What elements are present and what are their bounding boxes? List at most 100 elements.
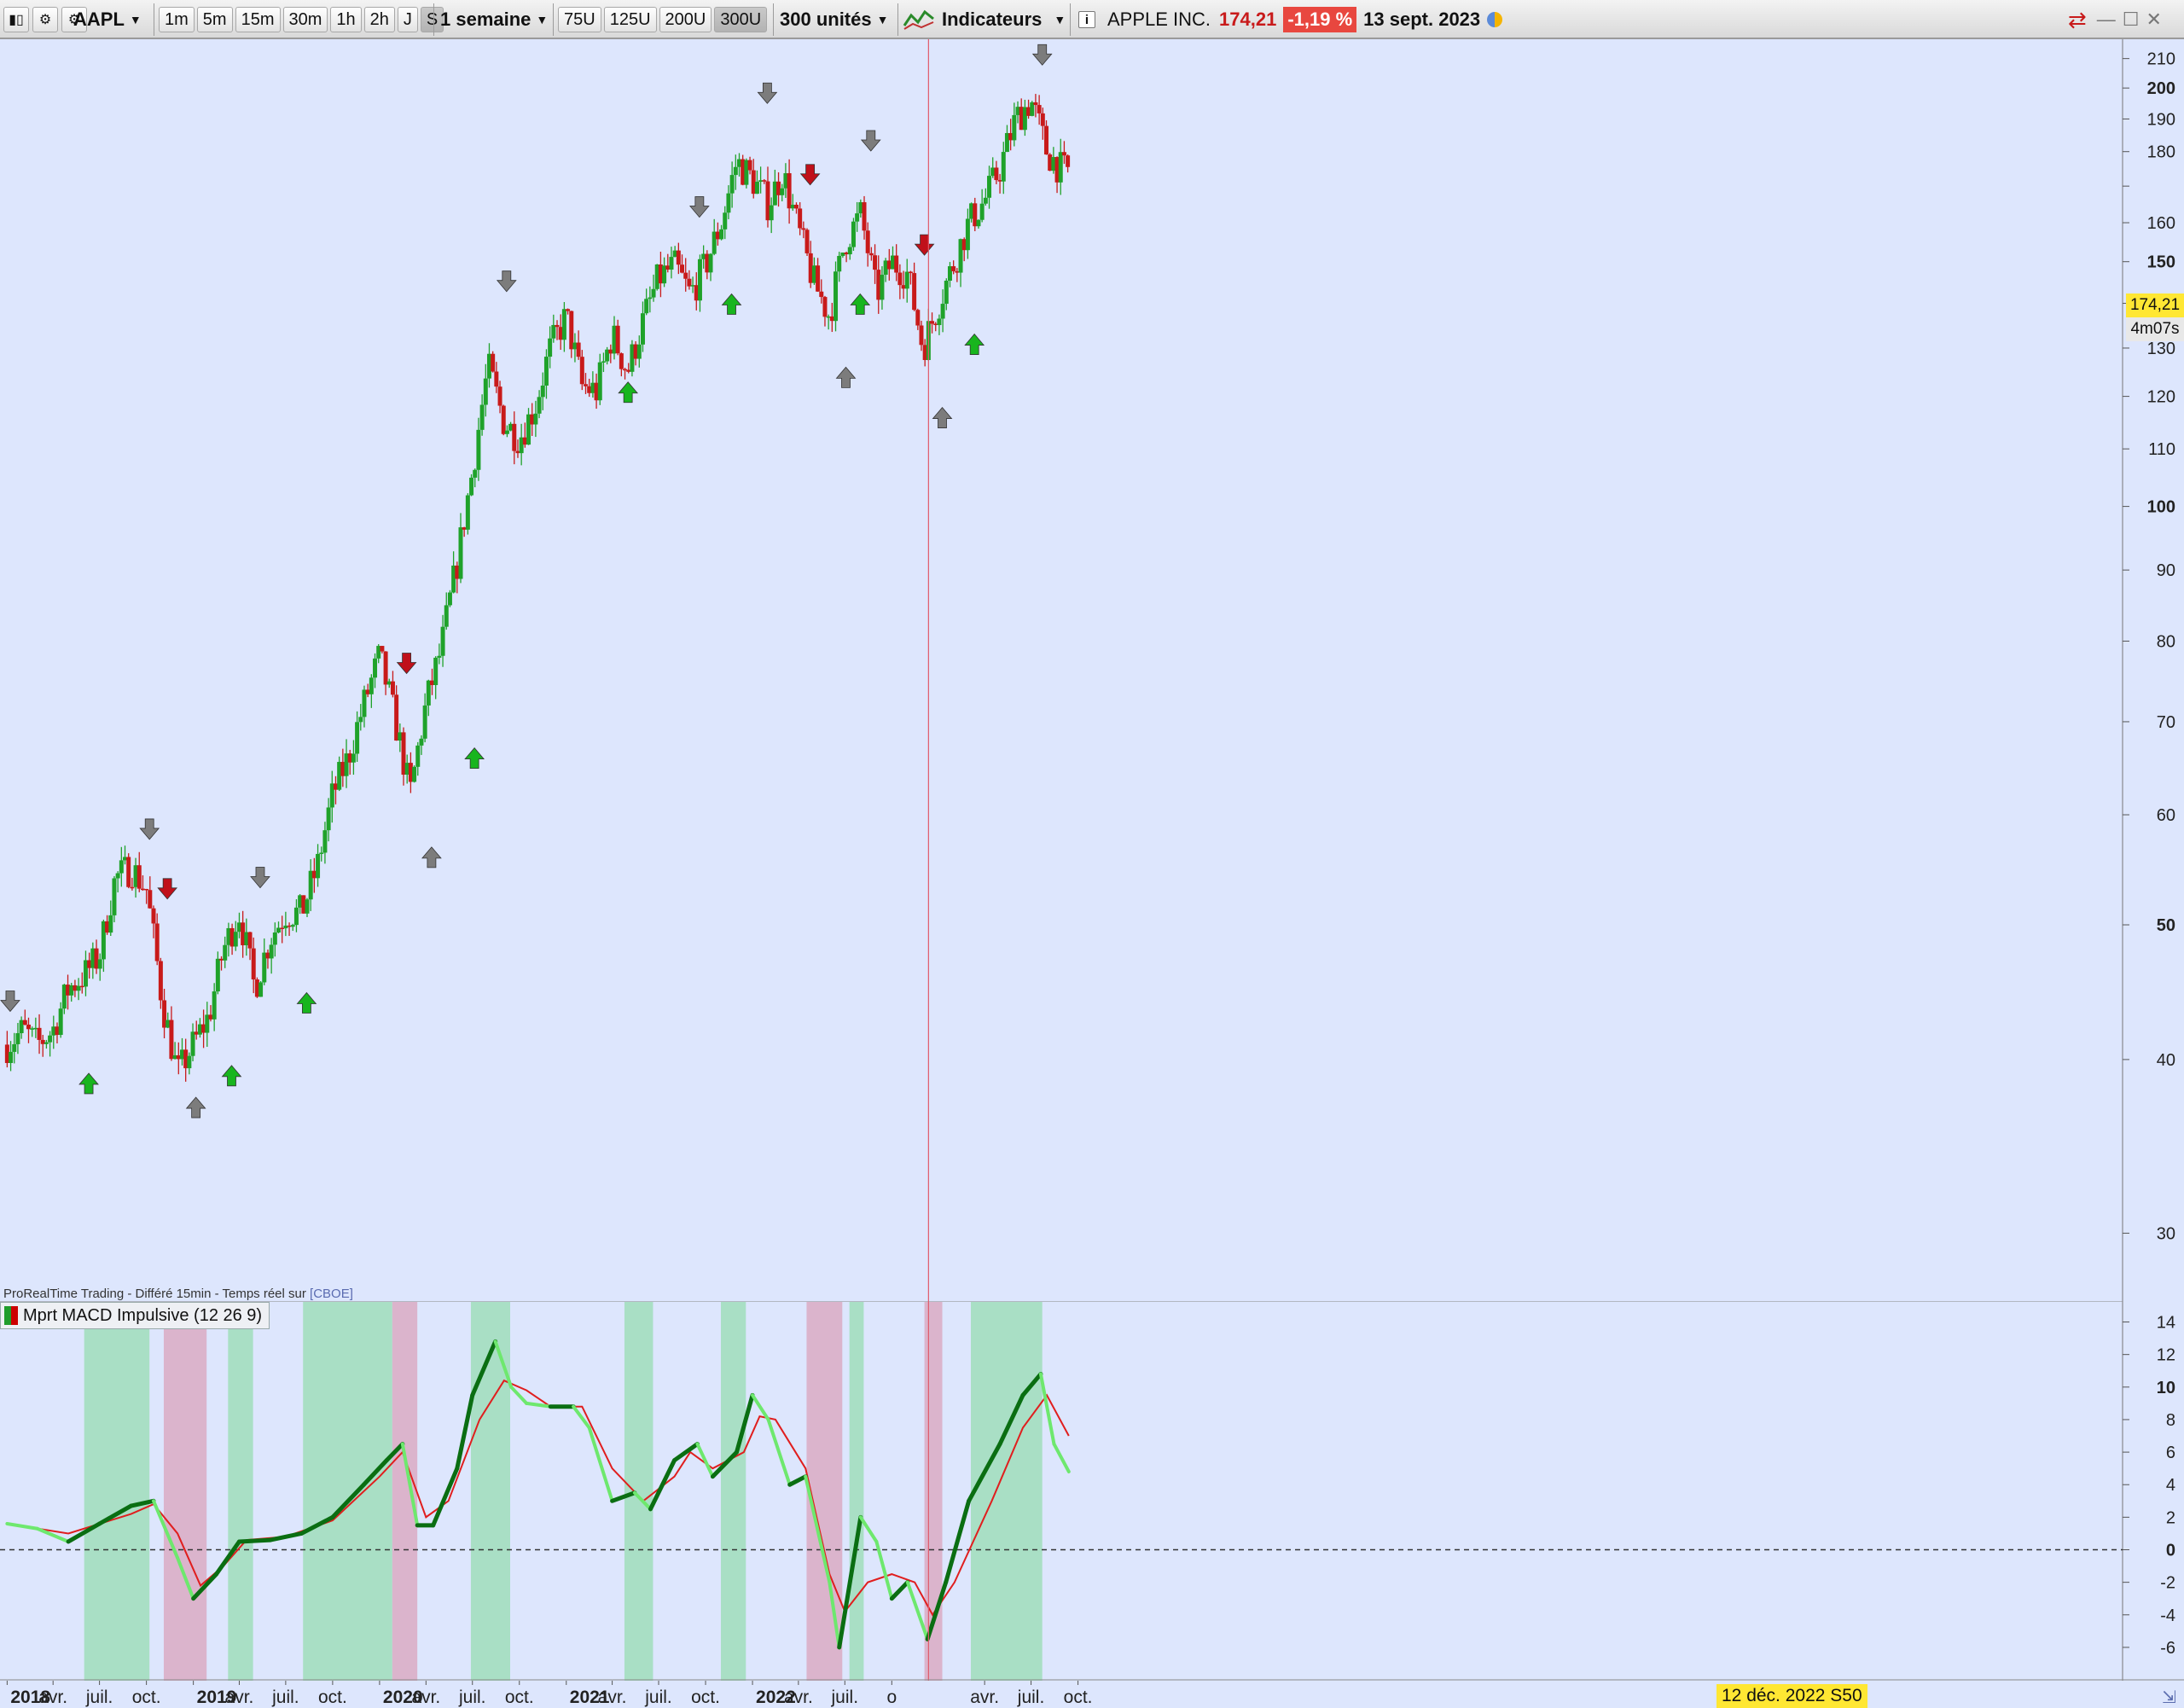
timeframe-5m[interactable]: 5m: [196, 7, 233, 32]
candle-body: [473, 469, 478, 478]
candle-body: [136, 865, 142, 889]
macd-line-segment: [191, 1571, 219, 1601]
candle-body: [458, 527, 463, 579]
red-down-arrow: [396, 653, 417, 675]
candle-body: [526, 414, 531, 445]
candle-body: [762, 180, 767, 182]
candle-body: [1043, 125, 1048, 155]
macd-line-segment: [997, 1392, 1025, 1447]
candle-body: [94, 948, 99, 969]
candle-body: [584, 384, 589, 386]
candle-body: [558, 327, 563, 340]
info-icon[interactable]: i: [1078, 11, 1095, 28]
timeframe-week[interactable]: S: [420, 7, 444, 32]
candle-body: [569, 311, 574, 350]
separator: [553, 3, 554, 36]
candle-body: [822, 297, 828, 317]
price-tick-label: 90: [2157, 561, 2175, 580]
candle-body: [462, 527, 467, 530]
price-tick-label: 40: [2157, 1051, 2175, 1070]
macd-line-segment: [837, 1514, 863, 1650]
indicator-label[interactable]: Mprt MACD Impulsive (12 26 9): [0, 1302, 270, 1329]
candle-body: [837, 255, 842, 272]
candle-body: [194, 1031, 199, 1035]
chart-style-icon[interactable]: ▮▯: [3, 7, 29, 32]
price-axis-bg: [2123, 39, 2184, 1302]
macd-line-segment: [787, 1474, 808, 1487]
resize-icon: ⇲: [2162, 1687, 2176, 1707]
candle-body: [408, 763, 413, 782]
time-tick-label: oct.: [505, 1688, 534, 1707]
candle-body: [701, 253, 706, 259]
candle-body: [894, 255, 899, 273]
timeframe-2h[interactable]: 2h: [363, 7, 395, 32]
gray-down-arrow: [139, 818, 160, 840]
maximize-icon[interactable]: ☐: [2122, 9, 2140, 30]
timeframe-day[interactable]: J: [397, 7, 418, 32]
minimize-icon[interactable]: —: [2096, 9, 2116, 30]
price-tick-label: 100: [2147, 498, 2175, 517]
close-icon[interactable]: ✕: [2146, 9, 2162, 30]
candle-body: [1015, 107, 1020, 115]
macd-tick-label: -2: [2160, 1574, 2175, 1593]
candle-body: [1054, 157, 1060, 183]
unit-count-selector[interactable]: 300 unités ▼: [780, 4, 888, 35]
candle-body: [829, 316, 834, 322]
link-icon[interactable]: ⇄: [2068, 6, 2087, 32]
candle-body: [455, 565, 460, 579]
candle-body: [1026, 107, 1031, 116]
candle-body: [90, 948, 96, 968]
units-200[interactable]: 200U: [659, 7, 712, 32]
candle-body: [676, 250, 681, 265]
candle-body: [262, 952, 267, 983]
candle-body: [162, 1000, 167, 1028]
instrument-info: i APPLE INC. 174,21 -1,19 % 13 sept. 202…: [1078, 4, 1503, 35]
macd-chart[interactable]: -6 -4 -2 0 2 4 6 8 10 12 14: [0, 1302, 2184, 1681]
timeframe-1m[interactable]: 1m: [159, 7, 195, 32]
time-tick-label: avr.: [225, 1688, 254, 1707]
macd-line-segment: [509, 1385, 529, 1405]
units-300[interactable]: 300U: [714, 7, 768, 32]
price-tick-label: 60: [2157, 806, 2175, 825]
period-selector[interactable]: 1 semaine ▼: [440, 4, 548, 35]
last-price: 174,21: [1219, 9, 1277, 30]
symbol-selector[interactable]: AAPL ▼: [73, 4, 142, 35]
timeframe-30m[interactable]: 30m: [282, 7, 328, 32]
candle-body: [293, 907, 299, 926]
candle-body: [40, 1039, 45, 1044]
candle-body: [276, 927, 282, 933]
candle-body: [519, 437, 524, 454]
candle-body: [640, 313, 645, 345]
candle-body: [119, 860, 124, 874]
macd-line-segment: [455, 1392, 475, 1471]
candle-body: [479, 404, 485, 430]
candle-body: [868, 253, 874, 256]
price-chart[interactable]: 3040506070809010011012013014015016018019…: [0, 39, 2184, 1302]
candle-body: [851, 221, 856, 247]
candle-body: [608, 349, 613, 354]
impulse-band: [303, 1302, 392, 1681]
separator: [897, 3, 898, 36]
macd-line-segment: [35, 1526, 71, 1543]
candle-body: [705, 253, 710, 273]
indicators-button[interactable]: Indicateurs ▼: [903, 4, 1066, 35]
units-75[interactable]: 75U: [558, 7, 601, 32]
impulse-band: [392, 1302, 418, 1681]
timeframe-1h[interactable]: 1h: [330, 7, 362, 32]
units-125[interactable]: 125U: [603, 7, 657, 32]
indicator-color-icon: [4, 1306, 18, 1325]
candle-body: [605, 349, 610, 362]
settings-icon[interactable]: ⚙: [61, 7, 87, 32]
candle-body: [994, 167, 999, 181]
candle-body: [1019, 107, 1024, 131]
candle-body: [280, 927, 285, 929]
candle-body: [148, 890, 153, 909]
macd-axis-bg: [2123, 1302, 2184, 1681]
timeframe-15m[interactable]: 15m: [235, 7, 281, 32]
candle-body: [876, 270, 881, 300]
candle-body: [412, 766, 417, 782]
candle-body: [497, 386, 502, 406]
menu-icon[interactable]: ⚙: [32, 7, 58, 32]
candle-body: [694, 285, 699, 301]
candle-body: [226, 927, 231, 945]
